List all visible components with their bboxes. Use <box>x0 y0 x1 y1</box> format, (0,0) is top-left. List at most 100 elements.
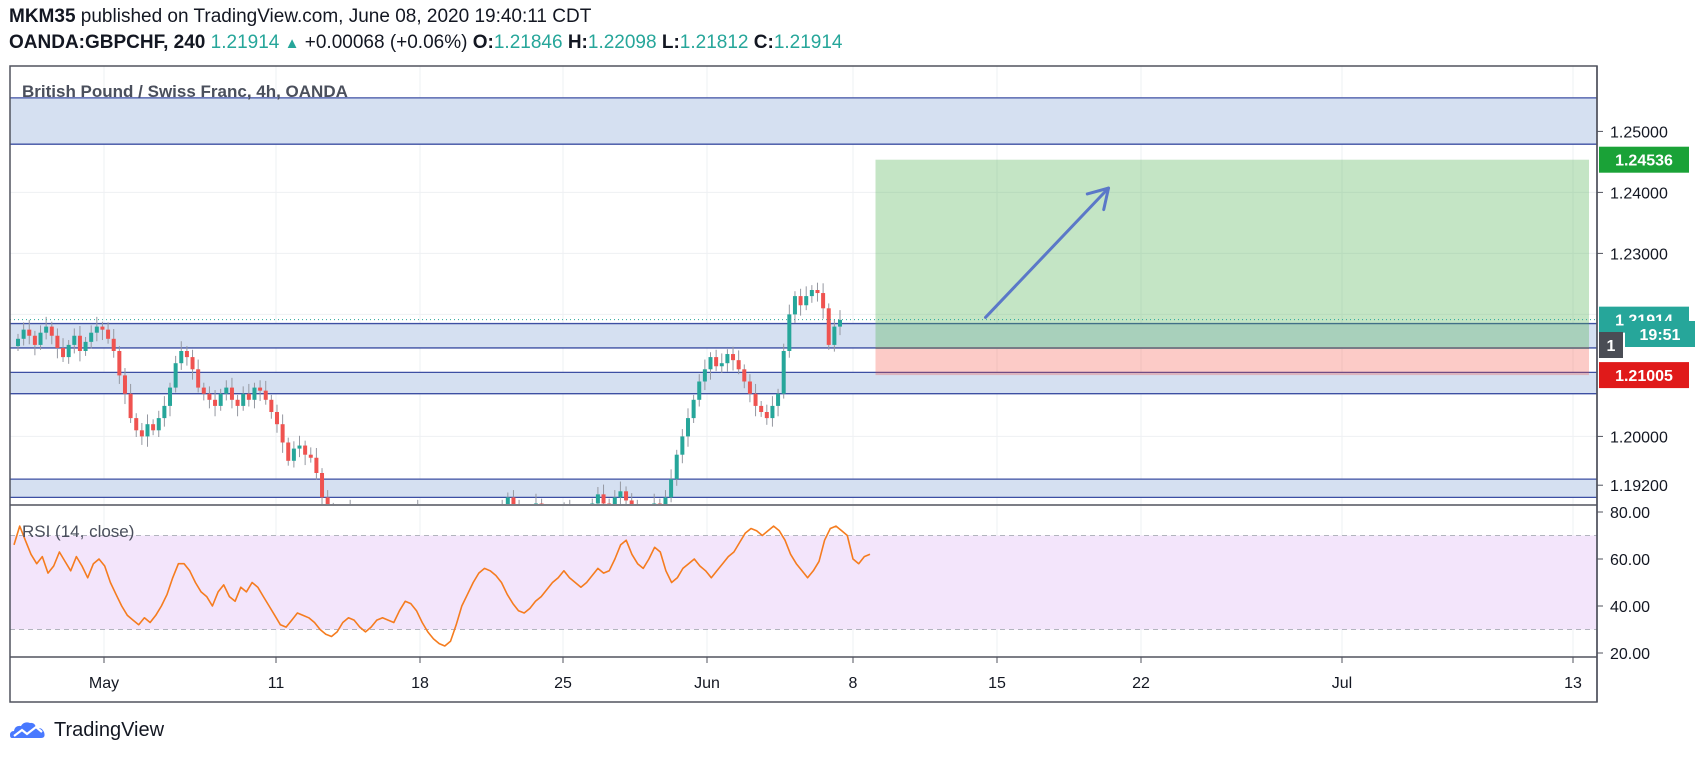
candle-body <box>601 494 606 504</box>
candle-body <box>241 393 246 406</box>
symbol-line: OANDA:GBPCHF, 240 1.21914 ▲ +0.00068 (+0… <box>9 32 843 54</box>
open-label: O: <box>472 32 494 53</box>
time-tick-label: 8 <box>849 675 858 692</box>
candle-body <box>832 326 837 345</box>
symbol-name: OANDA:GBPCHF, 240 <box>9 32 206 53</box>
candle-body <box>792 296 797 315</box>
candle-body <box>511 497 516 504</box>
time-tick-label: May <box>89 675 119 692</box>
candle-body <box>122 375 127 394</box>
candle-body <box>838 319 842 327</box>
candle-body <box>629 500 634 504</box>
time-axis[interactable]: May 11 18 25 Jun 8 15 22 Jul 13 <box>89 657 1582 692</box>
candle-body <box>365 528 369 531</box>
candle-body <box>545 516 549 525</box>
candle-body <box>235 399 240 406</box>
candle-body <box>297 445 302 449</box>
candle-body <box>410 516 414 522</box>
candle-body <box>466 528 470 534</box>
candle-body <box>168 387 173 406</box>
candle-body <box>669 479 674 498</box>
rsi-label: RSI (14, close) <box>22 522 134 541</box>
candle-body <box>731 354 736 361</box>
candle-body <box>61 347 66 358</box>
candle-body <box>641 516 645 522</box>
candle-body <box>804 296 809 306</box>
candle-body <box>44 326 49 333</box>
candle-body <box>83 341 88 351</box>
candle-body <box>747 381 752 394</box>
zone-band <box>10 323 1597 348</box>
candle-body <box>736 360 741 370</box>
rsi-pane <box>10 525 1597 647</box>
candle-body <box>495 522 499 525</box>
long-position-tool[interactable] <box>875 159 1590 376</box>
candle-body <box>421 510 425 513</box>
candle-body <box>770 405 775 419</box>
candle-body <box>162 405 167 419</box>
candle-body <box>196 369 201 388</box>
candle-body <box>444 528 448 534</box>
price-tick-label: 1.20000 <box>1610 429 1668 446</box>
candlestick-series <box>16 282 842 534</box>
candle-body <box>376 516 380 522</box>
candle-body <box>21 329 26 339</box>
stop-price-label-bg <box>1599 362 1689 389</box>
candle-body <box>16 338 20 347</box>
low-value: 1.21812 <box>679 32 749 53</box>
candle-body <box>303 445 308 455</box>
candle-body <box>89 332 94 342</box>
candle-body <box>117 351 122 376</box>
candle-body <box>32 335 37 345</box>
time-tick-label: 13 <box>1564 675 1582 692</box>
candle-body <box>331 513 335 528</box>
high-label: H: <box>567 32 588 53</box>
entry-price-label-bg <box>1599 332 1623 358</box>
target-price-label-bg <box>1599 146 1689 173</box>
candle-body <box>359 519 363 528</box>
candle-body <box>382 516 386 525</box>
candle-body <box>207 393 212 400</box>
candle-body <box>624 491 629 501</box>
candle-body <box>505 497 510 504</box>
high-value: 1.22098 <box>587 32 657 53</box>
candle-body <box>781 351 786 394</box>
candle-body <box>388 525 392 534</box>
candle-body <box>354 510 358 519</box>
close-label: C: <box>753 32 774 53</box>
price-change: +0.00068 (+0.06%) <box>304 32 468 53</box>
candle-body <box>523 516 527 522</box>
candle-body <box>201 387 206 394</box>
candle-body <box>258 387 263 391</box>
candle-body <box>764 412 769 419</box>
candle-body <box>826 308 831 345</box>
candle-body <box>759 405 764 412</box>
candle-body <box>427 513 431 519</box>
candle-body <box>533 503 538 504</box>
candle-body <box>719 363 724 367</box>
candle-body <box>218 393 223 406</box>
candle-body <box>343 516 347 522</box>
candle-body <box>111 338 116 351</box>
candle-body <box>320 473 325 498</box>
candle-body <box>809 290 814 297</box>
candle-body <box>489 525 493 534</box>
candle-body <box>680 436 685 455</box>
last-price: 1.21914 <box>210 32 280 53</box>
candle-body <box>551 522 555 525</box>
tradingview-logo[interactable]: TradingView <box>8 716 164 744</box>
price-axis[interactable]: 1.25000 1.24000 1.23000 1.20000 1.19200 80.00… <box>1597 124 1695 663</box>
candle-body <box>184 351 189 358</box>
trend-arrow[interactable] <box>984 186 1110 319</box>
candle-body <box>213 399 218 406</box>
candle-body <box>725 354 730 364</box>
candle-body <box>708 357 713 370</box>
candle-body <box>348 510 352 516</box>
candle-body <box>280 424 285 443</box>
candle-body <box>663 497 668 504</box>
candle-body <box>579 522 583 528</box>
candle-body <box>798 296 803 306</box>
candle-body <box>787 314 792 351</box>
author-name[interactable]: MKM35 <box>9 6 76 27</box>
